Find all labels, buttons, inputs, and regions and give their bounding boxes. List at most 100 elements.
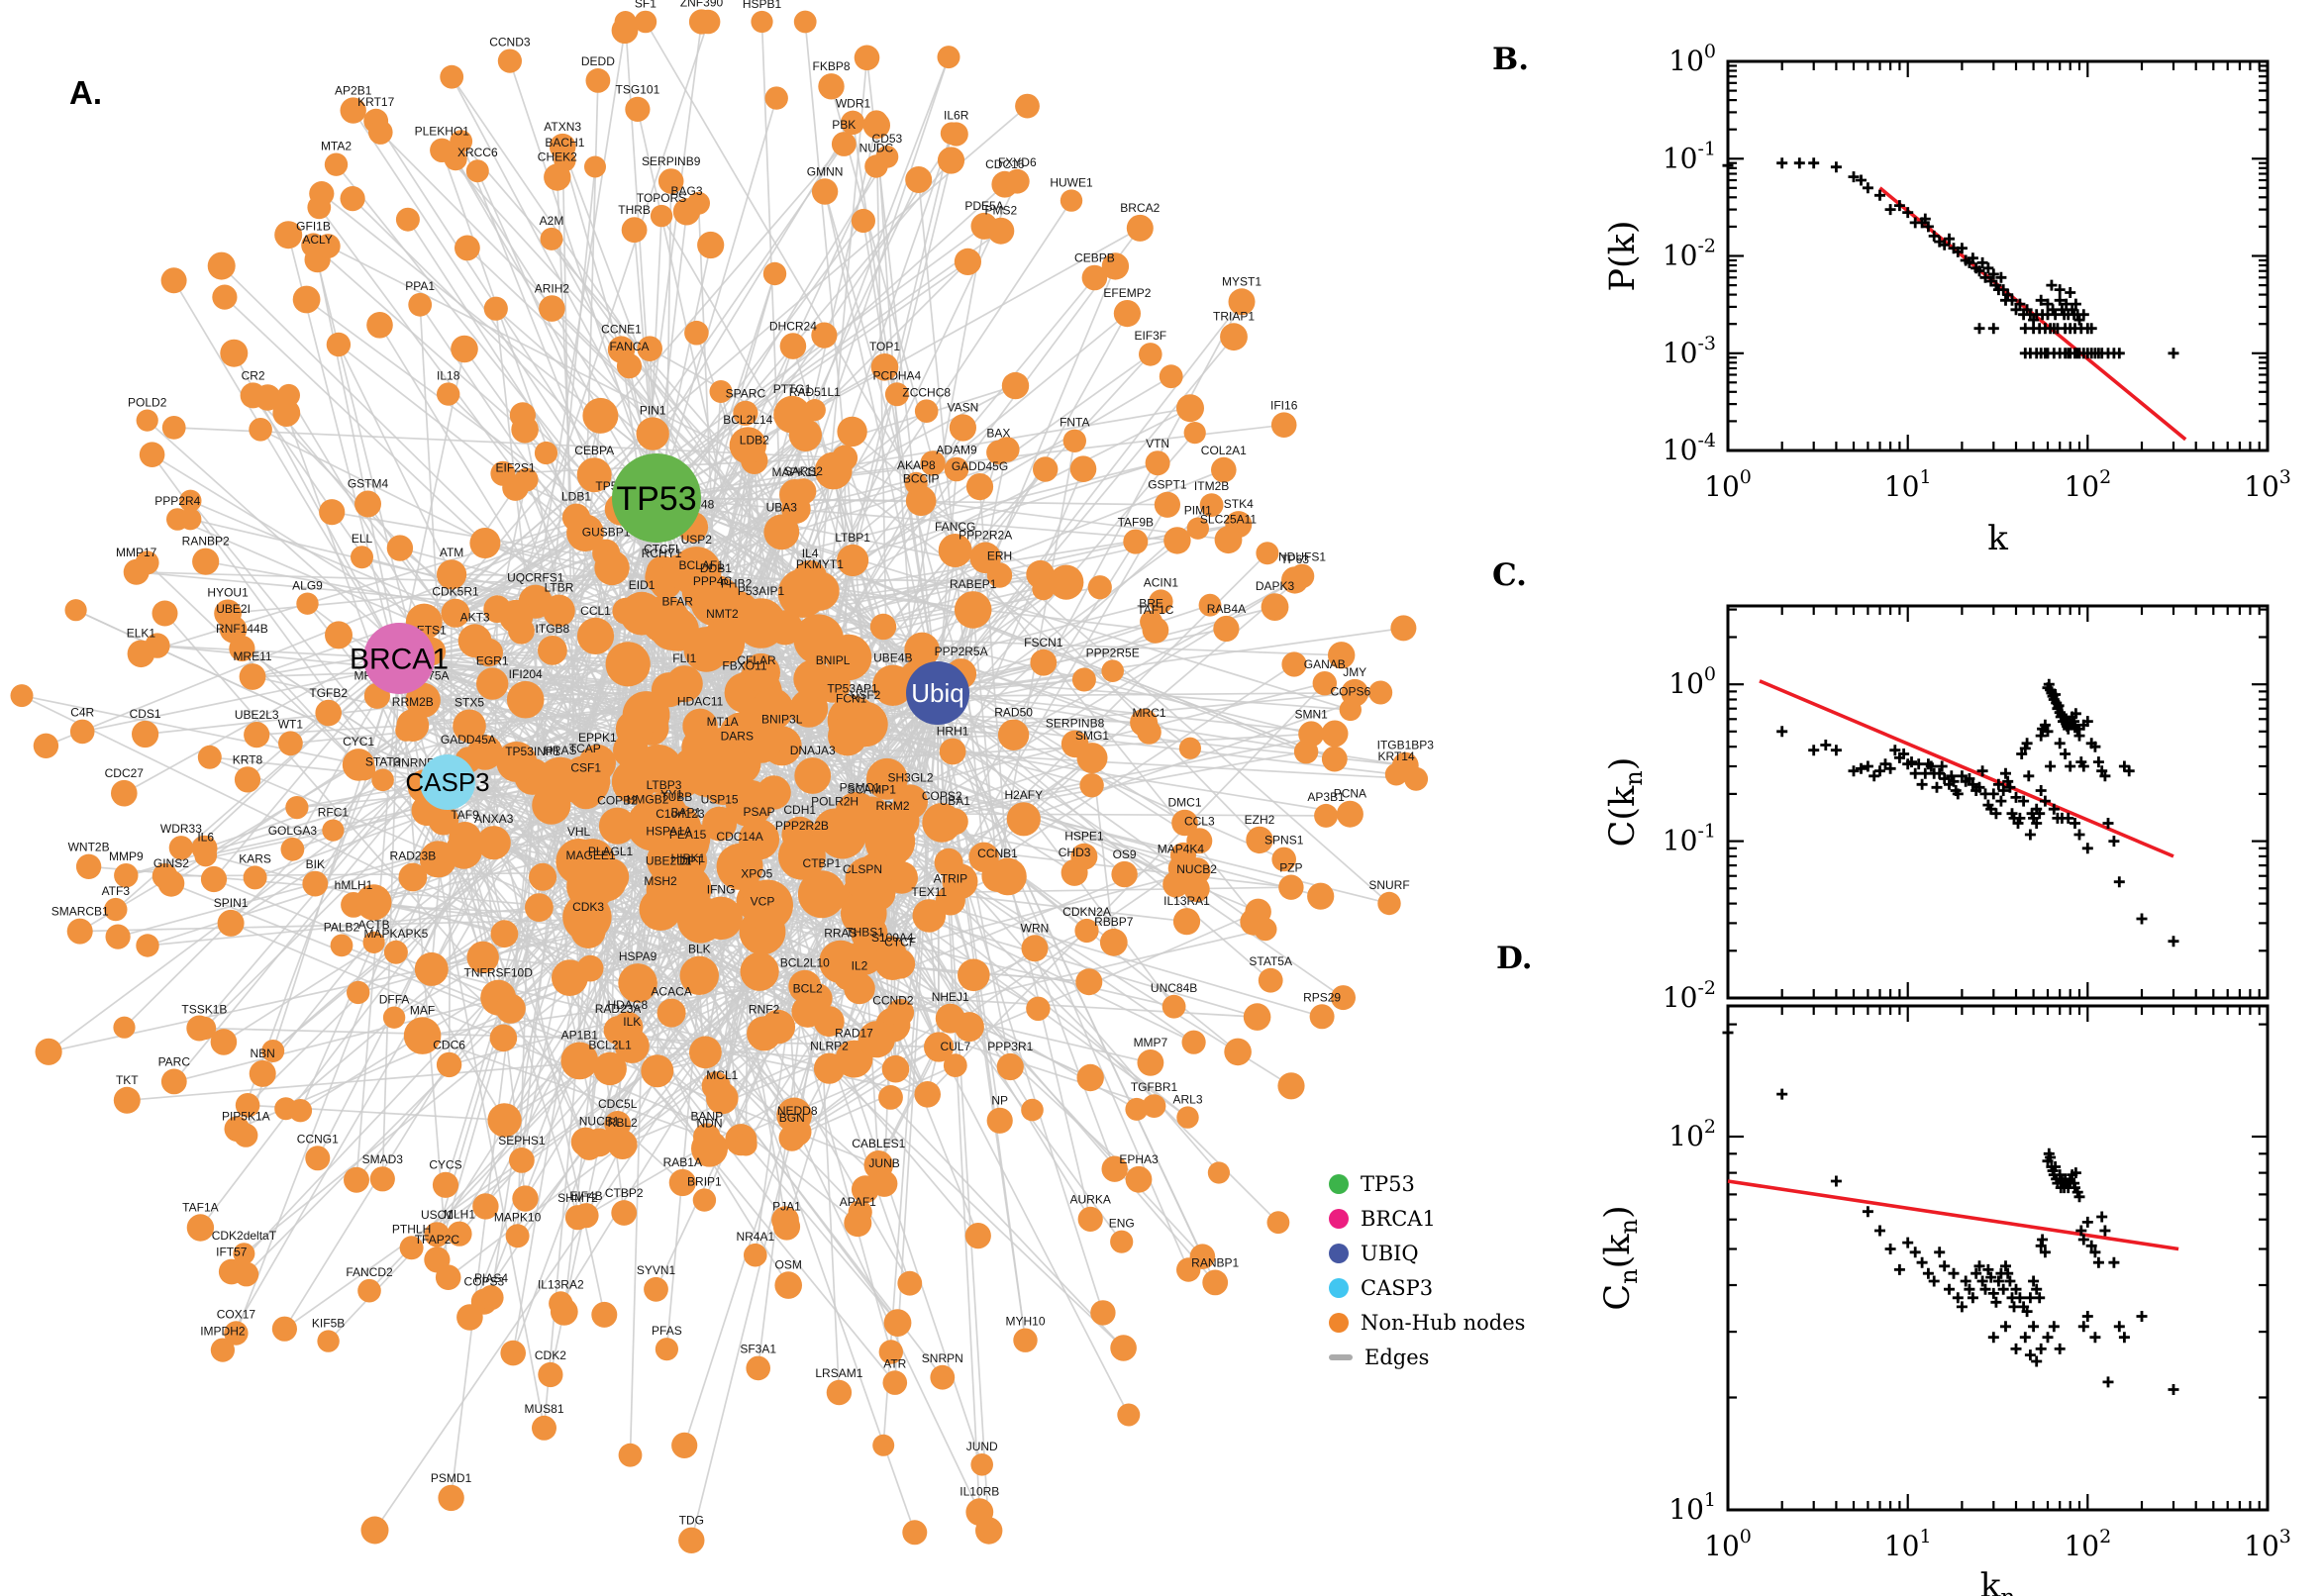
network-node-label: KRT17 bbox=[357, 95, 394, 109]
network-node bbox=[192, 548, 220, 575]
network-nodes bbox=[10, 9, 1429, 1554]
network-node-label: RAD50 bbox=[994, 706, 1033, 720]
network-node-label: NLRP2 bbox=[810, 1040, 849, 1053]
network-node bbox=[326, 332, 352, 357]
network-node-label: COPB2 bbox=[597, 794, 638, 808]
network-node bbox=[69, 719, 95, 745]
network-node bbox=[1312, 671, 1338, 696]
network-node-label: TGFB2 bbox=[309, 686, 348, 700]
tick-label: 102 bbox=[1668, 1116, 1716, 1152]
network-node bbox=[709, 380, 733, 403]
axis-ticks bbox=[1726, 59, 2270, 452]
network-node-label: CDC5L bbox=[598, 1097, 638, 1111]
network-node-label: PIM1 bbox=[1184, 504, 1212, 518]
network-node bbox=[145, 633, 170, 658]
network-node-label: CCNE1 bbox=[601, 322, 642, 336]
network-node-label: OSM bbox=[775, 1257, 802, 1271]
network-node bbox=[440, 64, 464, 89]
network-node-label: ALG9 bbox=[292, 579, 323, 593]
network-node bbox=[870, 353, 899, 381]
panel-label-d: D. bbox=[1496, 941, 1533, 976]
hub-label-tp53: TP53 bbox=[616, 480, 696, 518]
network-node bbox=[453, 709, 486, 744]
network-node-label: PJA1 bbox=[772, 1199, 801, 1213]
network-node bbox=[656, 998, 686, 1028]
network-node-label: hMLH1 bbox=[335, 878, 373, 892]
network-node-label: JUND bbox=[966, 1440, 998, 1453]
network-node bbox=[811, 178, 839, 205]
network-node-label: GOLGA3 bbox=[268, 824, 318, 838]
legend-label: Edges bbox=[1364, 1346, 1430, 1369]
network-node-label: ELK1 bbox=[127, 627, 156, 641]
network-node bbox=[920, 450, 946, 476]
network-node bbox=[869, 613, 897, 641]
network-node bbox=[472, 1193, 499, 1220]
network-node bbox=[938, 534, 972, 567]
network-node bbox=[1293, 740, 1319, 764]
tick-label: 102 bbox=[2064, 1526, 2111, 1562]
network-node-label: IMPDH2 bbox=[200, 1325, 246, 1339]
network-node bbox=[598, 807, 637, 845]
network-node-label: KARS bbox=[239, 851, 271, 865]
network-node-label: PTHLH bbox=[392, 1222, 431, 1236]
network-node bbox=[813, 1052, 846, 1084]
network-node bbox=[403, 1017, 442, 1054]
network-node-label: PSAP bbox=[743, 805, 774, 819]
network-node bbox=[1331, 985, 1356, 1011]
network-node bbox=[1336, 800, 1364, 828]
network-node bbox=[1145, 450, 1170, 476]
network-node-label: GADD45A bbox=[441, 733, 496, 747]
network-node-label: CCL3 bbox=[1184, 814, 1215, 828]
network-node-label: MRC1 bbox=[1132, 706, 1165, 720]
network-node bbox=[851, 915, 888, 952]
network-node-label: LTBP1 bbox=[835, 531, 870, 545]
network-node-label: SMARCB1 bbox=[51, 905, 109, 919]
network-node bbox=[965, 473, 994, 501]
network-node bbox=[689, 1036, 722, 1069]
network-node bbox=[941, 808, 968, 836]
legend: TP53 BRCA1 UBIQ CASP3 Non-Hub nodes Edges bbox=[1329, 1172, 1525, 1369]
network-node bbox=[234, 766, 261, 793]
network-node-label: RAD51L1 bbox=[789, 385, 841, 399]
network-node-label: FANCG bbox=[935, 520, 975, 534]
network-node bbox=[828, 716, 867, 756]
network-node bbox=[1015, 93, 1040, 119]
network-node-label: BCL2L10 bbox=[780, 956, 830, 970]
network-node bbox=[514, 467, 539, 492]
network-node-label: PIP5K1A bbox=[222, 1110, 270, 1124]
network-node-label: FANCA bbox=[609, 340, 649, 353]
network-node-label: EIF2S1 bbox=[495, 460, 535, 474]
network-node-label: ATF3 bbox=[102, 884, 131, 898]
network-node bbox=[450, 130, 473, 153]
network-node-label: MYH10 bbox=[1005, 1315, 1045, 1329]
network-node-label: MAF bbox=[410, 1003, 435, 1017]
network-node bbox=[771, 1206, 799, 1235]
network-node bbox=[186, 1015, 213, 1042]
network-node-label: GFI1B bbox=[296, 219, 331, 233]
network-node bbox=[1214, 526, 1243, 554]
network-node bbox=[582, 857, 628, 902]
network-node bbox=[1183, 422, 1206, 445]
network-node-label: SHMT2 bbox=[557, 1191, 598, 1205]
network-node-label: UBE2D1 bbox=[646, 854, 692, 868]
network-node-label: ACLY bbox=[302, 233, 332, 247]
network-node-label: USF2 bbox=[851, 688, 881, 702]
network-node-label: CYCS bbox=[429, 1158, 461, 1172]
network-node-label: DDB1 bbox=[700, 561, 732, 575]
network-node-label: GSPT1 bbox=[1148, 478, 1187, 492]
network-node-label: SF3A1 bbox=[740, 1343, 776, 1356]
plot-panel-c: 100 10-1 10-2 C(kn) bbox=[1603, 604, 2270, 1014]
network-node bbox=[637, 336, 662, 362]
network-node-label: APAF1 bbox=[840, 1195, 876, 1209]
network-node bbox=[1026, 996, 1051, 1021]
network-node-label: RCHY1 bbox=[642, 547, 682, 560]
network-node bbox=[886, 998, 915, 1027]
network-node-label: UQCRFS1 bbox=[507, 571, 564, 585]
network-node-label: H2AFY bbox=[1004, 788, 1043, 802]
network-node bbox=[280, 837, 305, 861]
network-node-label: TKT bbox=[116, 1073, 139, 1087]
network-node-label: AKT3 bbox=[460, 610, 490, 624]
network-node bbox=[940, 122, 963, 145]
network-node bbox=[939, 738, 966, 765]
network-node-label: SCAMP1 bbox=[848, 783, 897, 797]
